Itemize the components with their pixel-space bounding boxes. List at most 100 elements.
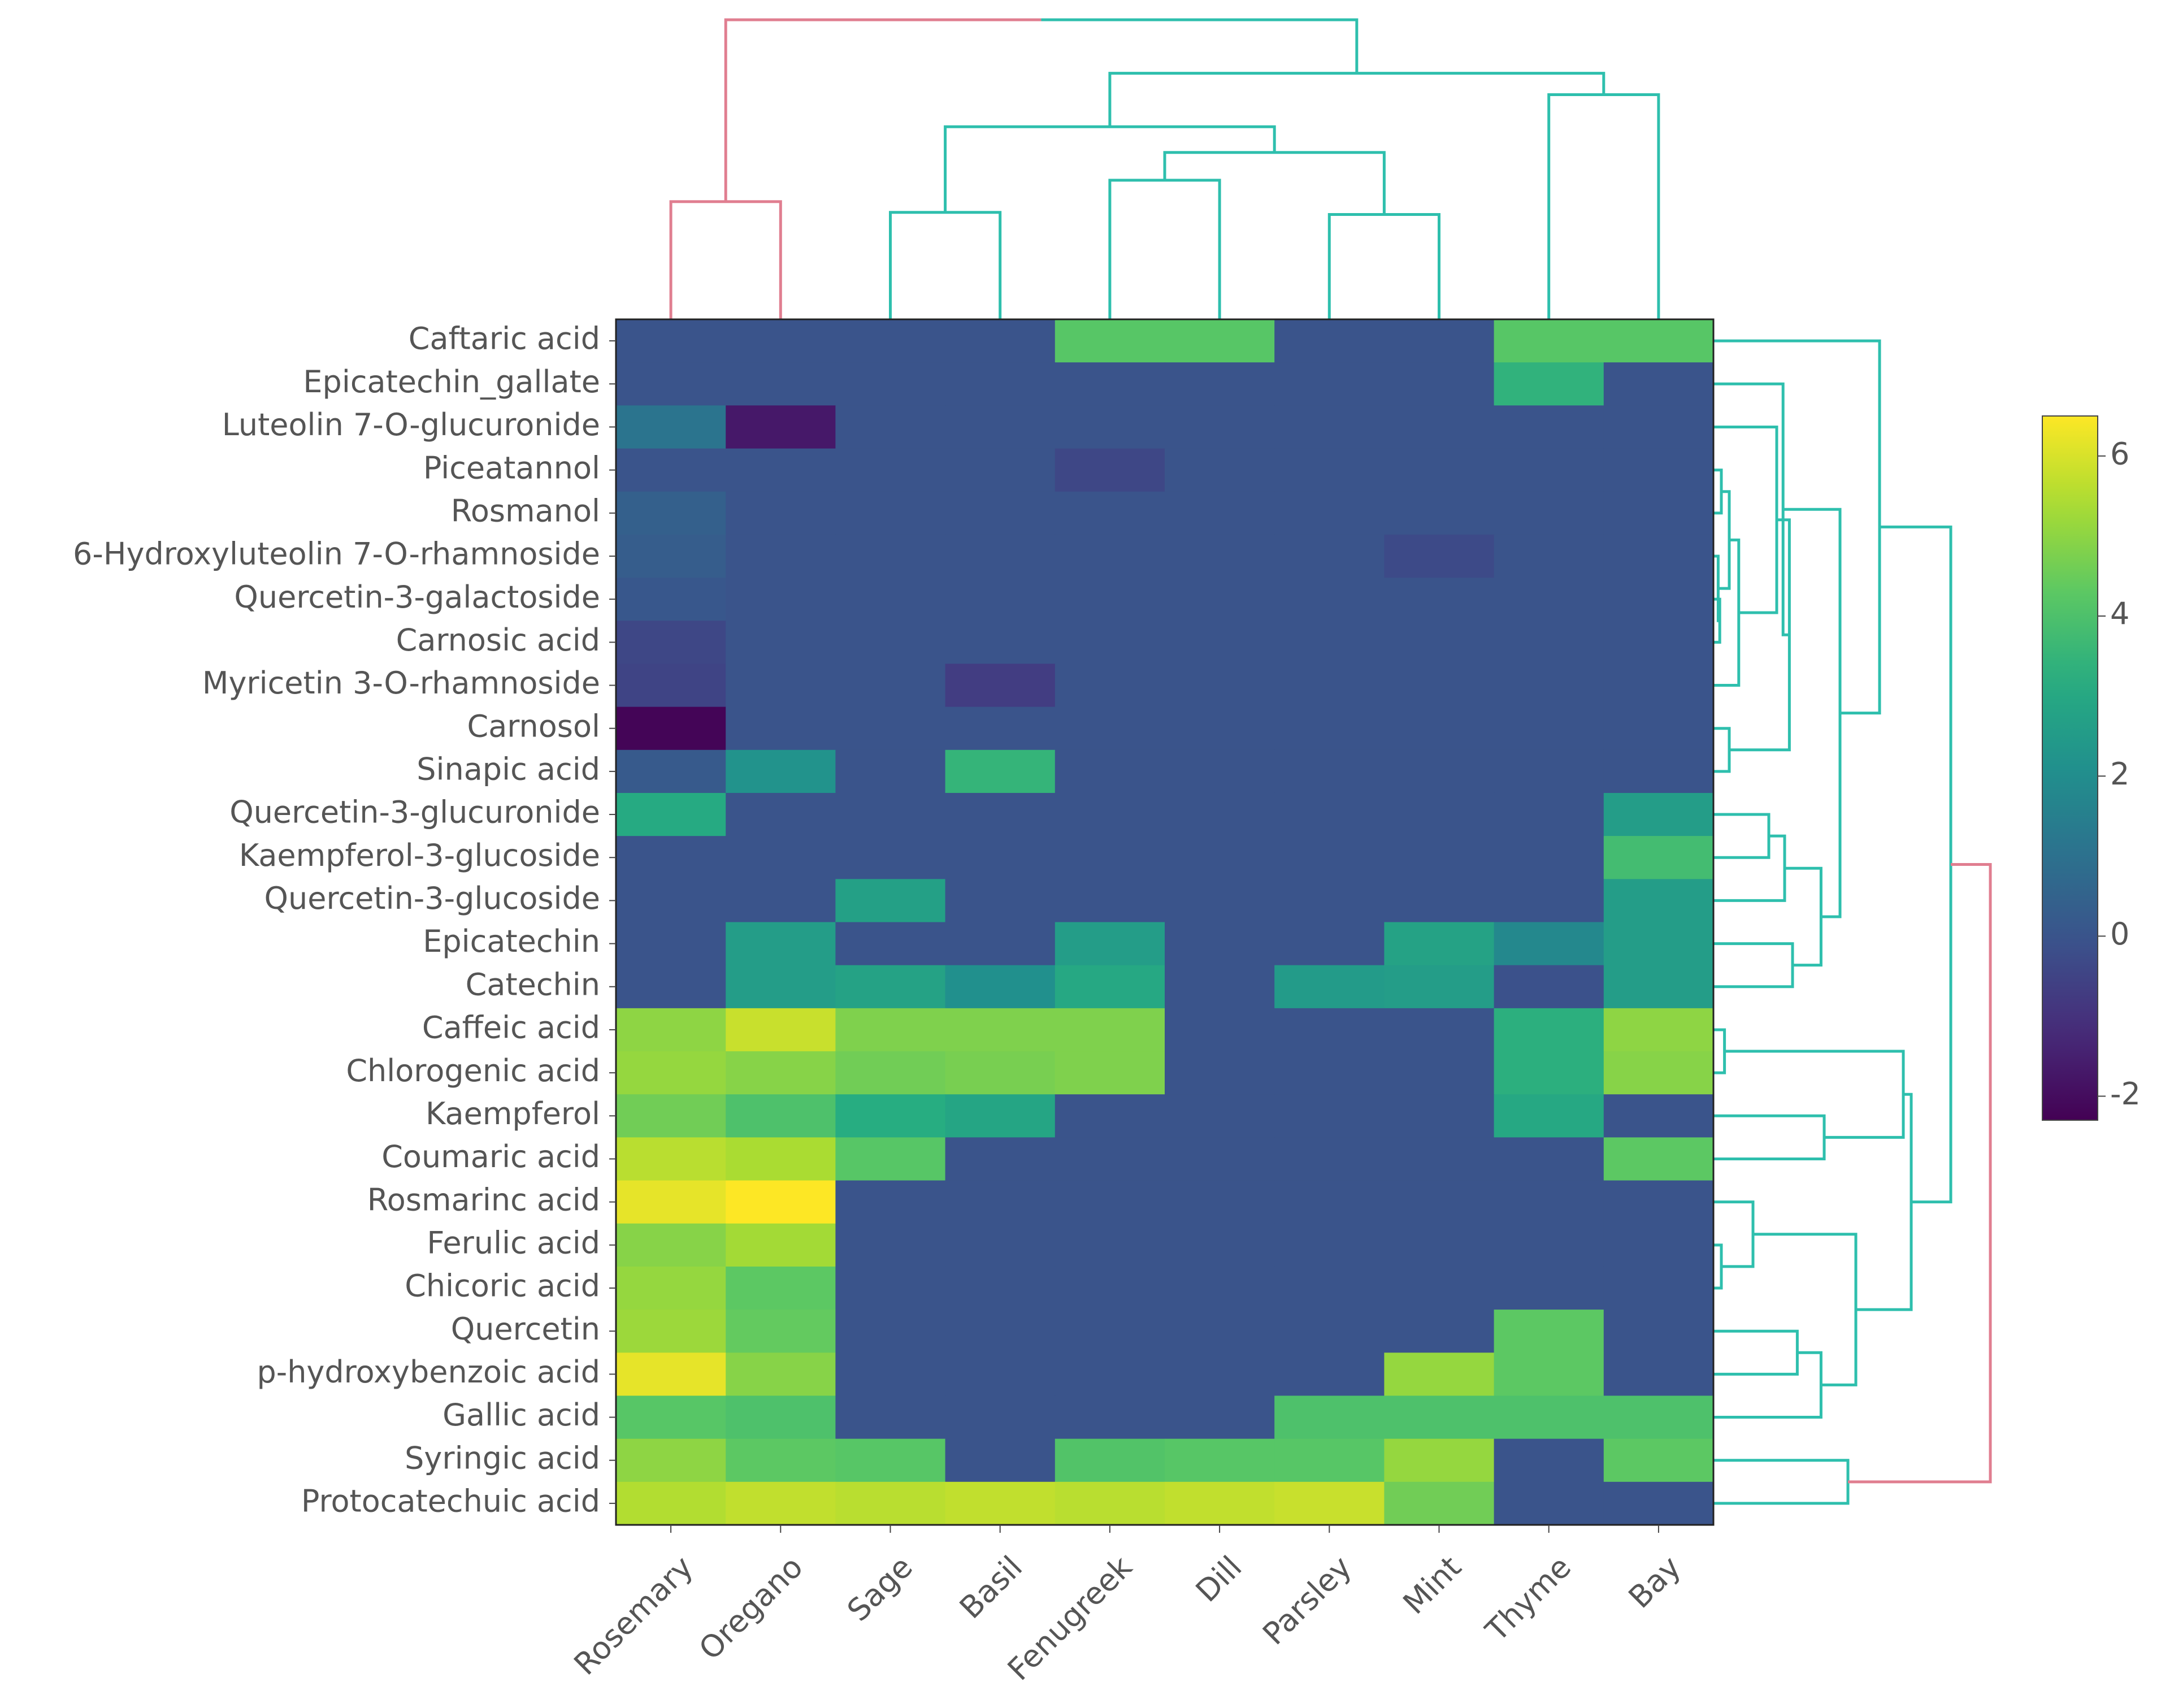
cell-epicatechin-oregano xyxy=(726,922,836,966)
cell-p-hydroxybenzoic-acid-rosemary xyxy=(616,1352,726,1397)
cell-chicoric-acid-mint xyxy=(1384,1266,1495,1310)
cell-quercetin-sage xyxy=(835,1310,946,1353)
cell-6-hydroxyluteolin-7-o-rhamnoside-rosemary xyxy=(616,534,726,578)
column-label-thyme: Thyme xyxy=(1478,1549,1578,1649)
row-dendrogram-branch xyxy=(1785,866,1822,967)
cell-caffeic-acid-oregano xyxy=(726,1008,836,1052)
column-label-dill: Dill xyxy=(1189,1549,1249,1609)
row-label-luteolin-7-o-glucuronide: Luteolin 7-O-glucuronide xyxy=(222,407,600,443)
cell-chicoric-acid-sage xyxy=(835,1266,946,1310)
cell-chlorogenic-acid-fenugreek xyxy=(1055,1051,1165,1095)
cell-piceatannol-sage xyxy=(835,448,946,492)
row-label-quercetin: Quercetin xyxy=(451,1311,600,1347)
cell-chlorogenic-acid-dill xyxy=(1165,1051,1275,1095)
cell-quercetin-3-galactoside-sage xyxy=(835,578,946,621)
cell-quercetin-thyme xyxy=(1494,1310,1604,1353)
cell-chicoric-acid-parsley xyxy=(1274,1266,1385,1310)
row-dendrogram-branch xyxy=(1713,813,1771,859)
cell-syringic-acid-basil xyxy=(945,1438,1056,1482)
cell-rosmarinc-acid-basil xyxy=(945,1180,1056,1224)
column-label-rosemary: Rosemary xyxy=(567,1549,700,1682)
cell-rosmarinc-acid-oregano xyxy=(726,1180,836,1224)
cell-quercetin-3-galactoside-mint xyxy=(1384,578,1495,621)
cell-quercetin-3-glucuronide-basil xyxy=(945,792,1056,836)
column-dendrogram-branch xyxy=(1108,72,1605,127)
cell-syringic-acid-dill xyxy=(1165,1438,1275,1482)
cell-p-hydroxybenzoic-acid-bay xyxy=(1603,1352,1714,1397)
cell-quercetin-3-glucoside-oregano xyxy=(726,879,836,923)
cell-coumaric-acid-basil xyxy=(945,1137,1056,1181)
cell-protocatechuic-acid-sage xyxy=(835,1481,946,1525)
heatmap-grid xyxy=(615,318,1715,1526)
cell-carnosic-acid-dill xyxy=(1165,621,1275,665)
cell-epicatechin-gallate-thyme xyxy=(1494,362,1604,406)
cell-6-hydroxyluteolin-7-o-rhamnoside-mint xyxy=(1384,534,1495,578)
cell-syringic-acid-sage xyxy=(835,1438,946,1482)
row-dendrogram-branch xyxy=(1848,863,1992,1484)
cell-caftaric-acid-bay xyxy=(1603,319,1714,363)
cell-piceatannol-basil xyxy=(945,448,1056,492)
cell-myricetin-3-o-rhamnoside-parsley xyxy=(1274,664,1385,708)
cell-rosmanol-basil xyxy=(945,491,1056,535)
cell-rosmanol-bay xyxy=(1603,491,1714,535)
row-label-gallic-acid: Gallic acid xyxy=(442,1397,600,1433)
cell-quercetin-3-glucuronide-oregano xyxy=(726,792,836,836)
row-label-carnosol: Carnosol xyxy=(467,708,601,744)
cell-coumaric-acid-rosemary xyxy=(616,1137,726,1181)
cell-chlorogenic-acid-parsley xyxy=(1274,1051,1385,1095)
row-dendrogram-branch xyxy=(1713,469,1723,515)
cell-quercetin-3-galactoside-rosemary xyxy=(616,578,726,621)
cell-sinapic-acid-fenugreek xyxy=(1055,749,1165,794)
column-dendrogram-branch xyxy=(669,200,782,319)
cell-caftaric-acid-basil xyxy=(945,319,1056,363)
cell-luteolin-7-o-glucuronide-parsley xyxy=(1274,405,1385,449)
cell-gallic-acid-fenugreek xyxy=(1055,1395,1165,1440)
cell-carnosol-thyme xyxy=(1494,706,1604,751)
cell-6-hydroxyluteolin-7-o-rhamnoside-fenugreek xyxy=(1055,534,1165,578)
cell-kaempferol-sage xyxy=(835,1094,946,1138)
cell-6-hydroxyluteolin-7-o-rhamnoside-sage xyxy=(835,534,946,578)
cell-carnosic-acid-basil xyxy=(945,621,1056,665)
cell-gallic-acid-rosemary xyxy=(616,1395,726,1440)
cell-coumaric-acid-thyme xyxy=(1494,1137,1604,1181)
cell-p-hydroxybenzoic-acid-basil xyxy=(945,1352,1056,1397)
cell-kaempferol-3-glucoside-sage xyxy=(835,836,946,879)
cell-protocatechuic-acid-thyme xyxy=(1494,1481,1604,1525)
row-label-rosmarinc-acid: Rosmarinc acid xyxy=(367,1182,600,1217)
cell-epicatechin-gallate-dill xyxy=(1165,362,1275,406)
row-dendrogram-branch xyxy=(1713,727,1731,773)
cell-luteolin-7-o-glucuronide-oregano xyxy=(726,405,836,449)
column-dendrogram-branch xyxy=(1041,18,1359,73)
cell-quercetin-3-glucuronide-thyme xyxy=(1494,792,1604,836)
cell-sinapic-acid-mint xyxy=(1384,749,1495,794)
cell-coumaric-acid-mint xyxy=(1384,1137,1495,1181)
row-label-protocatechuic-acid: Protocatechuic acid xyxy=(301,1484,600,1519)
cell-chicoric-acid-rosemary xyxy=(616,1266,726,1310)
column-label-basil: Basil xyxy=(953,1549,1029,1625)
row-label-chlorogenic-acid: Chlorogenic acid xyxy=(346,1053,600,1089)
cell-kaempferol-3-glucoside-mint xyxy=(1384,836,1495,879)
cell-myricetin-3-o-rhamnoside-rosemary xyxy=(616,664,726,708)
cell-caftaric-acid-parsley xyxy=(1274,319,1385,363)
cell-caftaric-acid-fenugreek xyxy=(1055,319,1165,363)
cell-rosmarinc-acid-fenugreek xyxy=(1055,1180,1165,1224)
cell-caftaric-acid-rosemary xyxy=(616,319,726,363)
cell-ferulic-acid-dill xyxy=(1165,1223,1275,1267)
cell-epicatechin-gallate-rosemary xyxy=(616,362,726,406)
cell-carnosol-sage xyxy=(835,706,946,751)
row-dendrogram-branch xyxy=(1713,1459,1850,1505)
column-label-mint: Mint xyxy=(1396,1549,1468,1621)
cell-luteolin-7-o-glucuronide-rosemary xyxy=(616,405,726,449)
cell-coumaric-acid-sage xyxy=(835,1137,946,1181)
cell-kaempferol-3-glucoside-dill xyxy=(1165,836,1275,879)
cell-rosmanol-dill xyxy=(1165,491,1275,535)
cell-kaempferol-mint xyxy=(1384,1094,1495,1138)
row-dendrogram-branch xyxy=(1713,942,1794,989)
cell-quercetin-3-galactoside-fenugreek xyxy=(1055,578,1165,621)
cell-catechin-thyme xyxy=(1494,965,1604,1009)
cell-epicatechin-gallate-parsley xyxy=(1274,362,1385,406)
row-dendrogram xyxy=(1713,339,1992,1505)
cell-carnosol-mint xyxy=(1384,706,1495,751)
cell-piceatannol-dill xyxy=(1165,448,1275,492)
cell-caffeic-acid-rosemary xyxy=(616,1008,726,1052)
